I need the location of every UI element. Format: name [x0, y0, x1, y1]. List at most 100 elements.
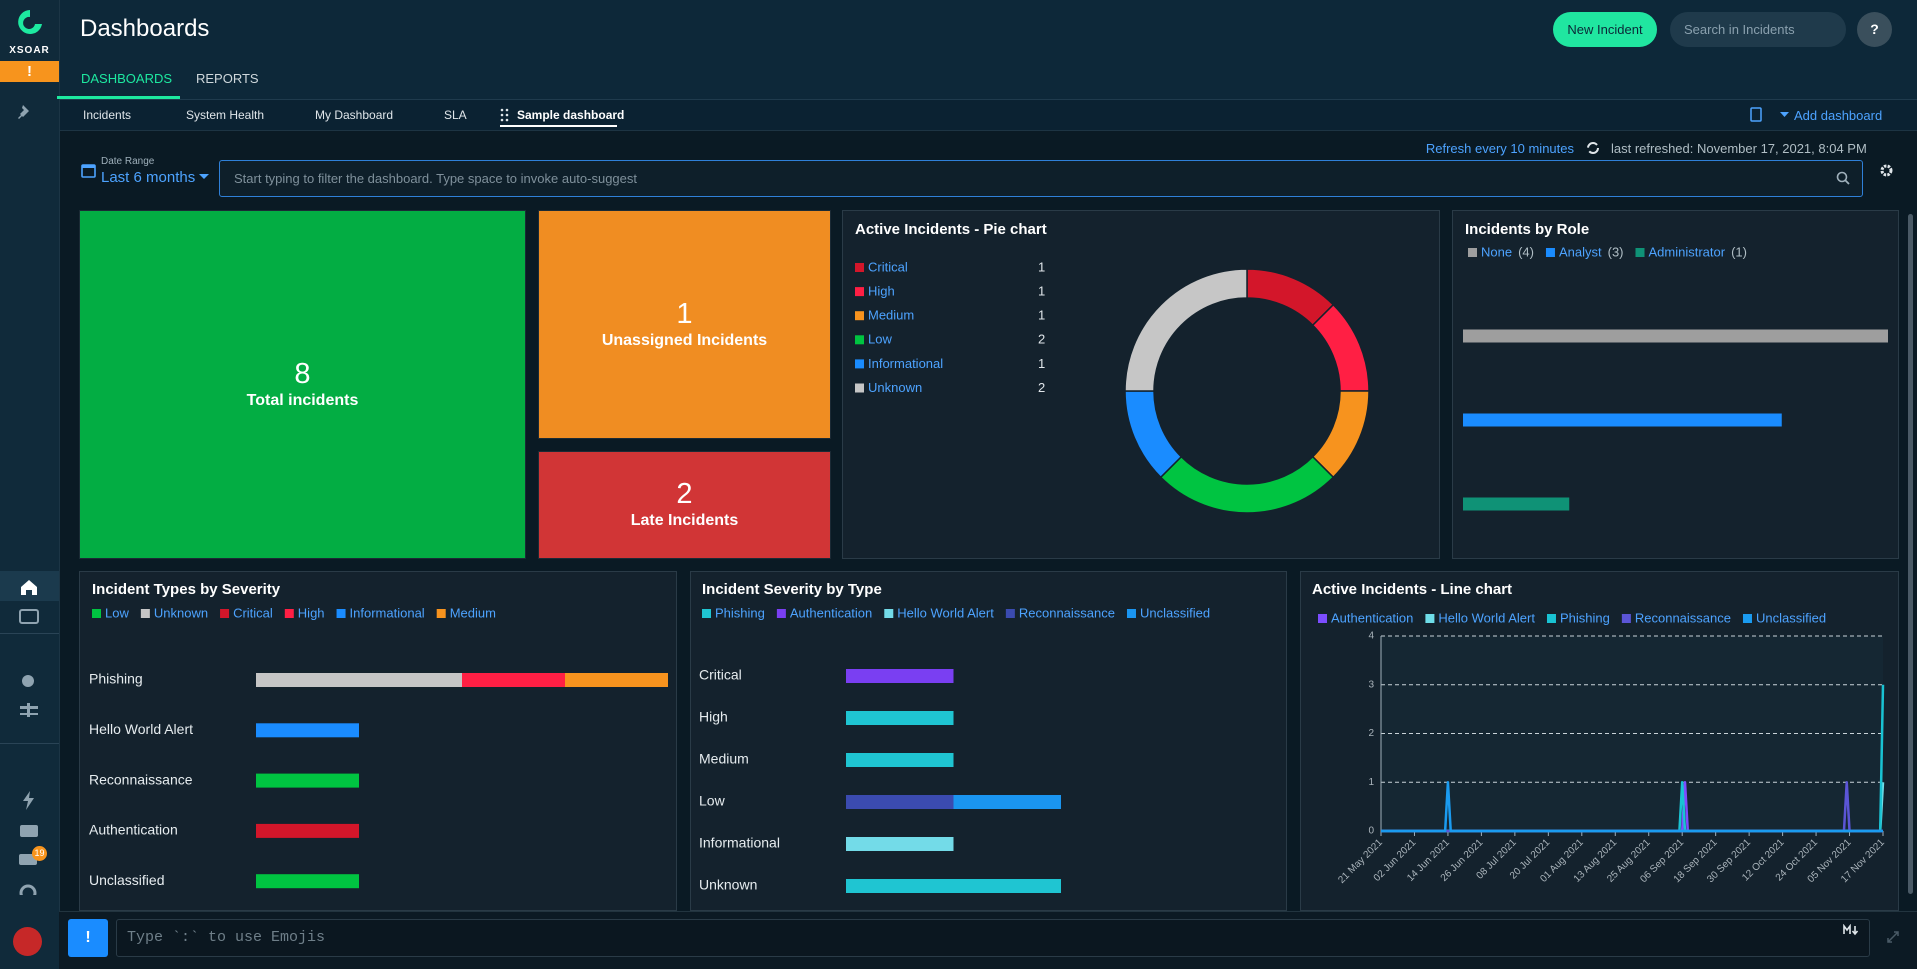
add-dashboard[interactable]: Add dashboard: [1794, 108, 1883, 123]
legend-count: (4): [1518, 244, 1534, 259]
category-label: Hello World Alert: [89, 721, 193, 737]
number-widget[interactable]: 8 Total incidents: [79, 210, 526, 559]
last-refreshed: last refreshed: November 17, 2021, 8:04 …: [1611, 141, 1867, 156]
chat-input[interactable]: Type `:` to use Emojis: [116, 919, 1870, 957]
bar: [1463, 329, 1888, 343]
legend-label[interactable]: Phishing: [715, 605, 765, 620]
bar-segment: [846, 669, 954, 683]
legend-label[interactable]: Unclassified: [1140, 605, 1210, 620]
sidebar-icons: [0, 105, 59, 895]
caret-icon: [1780, 112, 1789, 117]
legend-label[interactable]: Authentication: [1331, 610, 1413, 625]
legend-swatch: [702, 609, 711, 618]
legend-label[interactable]: Phishing: [1560, 610, 1610, 625]
alert-bar[interactable]: !: [0, 61, 59, 82]
category-label: Medium: [699, 751, 749, 767]
legend-swatch: [1468, 248, 1477, 257]
chart-title: Incidents by Role: [1465, 221, 1589, 238]
legend-label[interactable]: None: [1481, 244, 1512, 259]
number-widget[interactable]: 1 Unassigned Incidents: [538, 210, 831, 439]
legend-swatch: [436, 609, 446, 618]
dashboard-tab[interactable]: My Dashboard: [315, 108, 394, 122]
filter-input[interactable]: Start typing to filter the dashboard. Ty…: [219, 160, 1863, 197]
legend-count: 1: [1038, 284, 1045, 299]
date-range-label: Date Range: [101, 156, 155, 167]
legend-label[interactable]: Reconnaissance: [1635, 610, 1731, 625]
bar-segment: [256, 673, 462, 687]
legend-label[interactable]: Unclassified: [1756, 610, 1826, 625]
widget-value: 2: [676, 478, 693, 510]
expand-icon[interactable]: [1886, 930, 1900, 944]
settings-icon[interactable]: [1879, 163, 1894, 178]
automation-icon[interactable]: [23, 791, 34, 810]
help-button[interactable]: ?: [1857, 12, 1892, 47]
briefcase-icon[interactable]: [20, 825, 38, 837]
chart-title: Active Incidents - Pie chart: [855, 221, 1047, 238]
pin-icon[interactable]: [18, 105, 29, 119]
chat-button[interactable]: !: [68, 919, 108, 957]
widget-label: Total incidents: [246, 391, 359, 409]
bar-segment: [846, 879, 1061, 893]
legend-label[interactable]: Critical: [233, 605, 273, 620]
category-label: Critical: [699, 667, 742, 683]
legend-label[interactable]: Reconnaissance: [1019, 605, 1115, 620]
dashboard-tab[interactable]: SLA: [444, 108, 467, 122]
date-range[interactable]: Last 6 months: [101, 169, 196, 186]
bar-segment: [256, 874, 359, 889]
legend-swatch: [336, 609, 346, 618]
y-tick-label: 0: [1368, 826, 1374, 837]
y-tick-label: 4: [1368, 631, 1374, 642]
legend-label[interactable]: Administrator: [1649, 244, 1726, 259]
logo-text: XSOAR: [9, 45, 50, 56]
dashboard-tab-underline: [500, 125, 617, 127]
bomb-icon[interactable]: [22, 675, 34, 687]
charts: Active Incidents - Pie chart Critical 1 Hig…: [89, 221, 1888, 893]
y-tick-label: 2: [1368, 728, 1374, 739]
chart-title: Incident Types by Severity: [92, 581, 281, 598]
tab-underline: [57, 96, 180, 99]
legend-swatch: [855, 335, 864, 345]
legend-count: (3): [1608, 244, 1624, 259]
settings-icon[interactable]: [19, 884, 37, 895]
number-widget[interactable]: 2 Late Incidents: [538, 451, 831, 559]
tabs-divider: [59, 99, 1917, 100]
category-label: Authentication: [89, 822, 178, 838]
refresh-setting[interactable]: Refresh every 10 minutes: [1425, 141, 1574, 156]
category-label: Low: [699, 793, 726, 809]
legend-swatch: [140, 609, 150, 618]
legend-label[interactable]: High: [298, 605, 325, 620]
plot-area: [1381, 636, 1883, 831]
tab[interactable]: DASHBOARDS: [81, 71, 173, 86]
dashboard-tab[interactable]: Sample dashboard: [517, 108, 625, 122]
avatar[interactable]: [13, 927, 42, 956]
bar-segment: [565, 673, 668, 687]
dashboard-tab[interactable]: Incidents: [83, 108, 132, 122]
legend-count: 2: [1038, 380, 1045, 395]
legend-label[interactable]: Hello World Alert: [897, 605, 994, 620]
bar-segment: [256, 823, 359, 838]
legend-label: Unknown: [868, 380, 922, 395]
tab[interactable]: REPORTS: [196, 71, 259, 86]
line-series: [1381, 781, 1883, 833]
search-input[interactable]: Search in Incidents: [1670, 12, 1846, 47]
dashboard-tab[interactable]: System Health: [186, 108, 265, 122]
category-label: Unclassified: [89, 872, 164, 888]
scrollbar[interactable]: [1908, 214, 1913, 894]
legend-swatch: [220, 609, 230, 618]
new-incident-button[interactable]: New Incident: [1553, 12, 1657, 47]
legend-label[interactable]: Authentication: [790, 605, 872, 620]
legend-label[interactable]: Analyst: [1559, 244, 1602, 259]
legend-label[interactable]: Low: [105, 605, 129, 620]
legend-label[interactable]: Medium: [450, 605, 496, 620]
markdown-icon[interactable]: [1843, 924, 1862, 936]
chart-title: Incident Severity by Type: [702, 581, 882, 598]
legend-label[interactable]: Hello World Alert: [1438, 610, 1535, 625]
home-icon[interactable]: [21, 580, 37, 595]
legend-swatch: [1545, 248, 1555, 257]
legend-label[interactable]: Informational: [350, 605, 425, 620]
incidents-icon[interactable]: [19, 609, 39, 624]
refresh-icon[interactable]: [1586, 141, 1600, 155]
bar-segment: [256, 773, 359, 788]
report-icon[interactable]: [1750, 107, 1762, 122]
legend-label[interactable]: Unknown: [154, 605, 208, 620]
